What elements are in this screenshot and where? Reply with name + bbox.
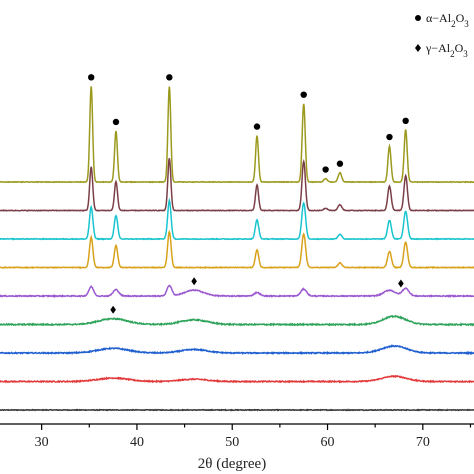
alpha-peak-marker-5 <box>322 166 329 173</box>
gamma-peak-marker-10 <box>398 279 404 288</box>
x-axis-title: 2θ (degree) <box>198 456 266 472</box>
series-line-2 <box>0 344 474 355</box>
x-tick-label-60: 60 <box>321 435 335 450</box>
alpha-peak-marker-3 <box>253 123 261 130</box>
series-line-5 <box>0 229 474 270</box>
x-tick-label-40: 40 <box>130 435 144 450</box>
alpha-peak-marker-7 <box>386 133 393 141</box>
legend-symbol-diamond <box>415 44 421 52</box>
legend-label-0: α−Al2O3 <box>426 11 469 29</box>
series-line-3 <box>0 314 474 327</box>
series-line-6 <box>0 197 474 241</box>
x-tick-label-50: 50 <box>225 435 239 450</box>
series-line-7 <box>0 158 474 212</box>
alpha-peak-marker-1 <box>112 118 120 126</box>
peak-marker-group <box>88 74 409 314</box>
alpha-peak-marker-8 <box>402 117 409 125</box>
alpha-peak-marker-6 <box>336 160 344 167</box>
series-line-8 <box>0 86 474 184</box>
x-tick-label-70: 70 <box>416 435 430 450</box>
alpha-peak-marker-4 <box>300 91 307 98</box>
series-line-1 <box>0 374 474 384</box>
axes-group: 30 40 50 60 70 <box>0 423 474 450</box>
alpha-peak-marker-2 <box>166 74 173 81</box>
legend: α−Al2O3 γ−Al2O3 <box>415 11 469 59</box>
gamma-peak-marker-9 <box>191 277 197 286</box>
plot-series-group <box>0 86 474 412</box>
legend-label-1: γ−Al2O3 <box>425 41 468 59</box>
gamma-peak-marker-11 <box>110 305 116 314</box>
legend-symbol-circle <box>415 15 421 21</box>
alpha-peak-marker-0 <box>88 74 95 81</box>
x-tick-label-30: 30 <box>35 435 49 450</box>
series-line-0 <box>0 408 474 412</box>
series-line-4 <box>0 284 474 298</box>
